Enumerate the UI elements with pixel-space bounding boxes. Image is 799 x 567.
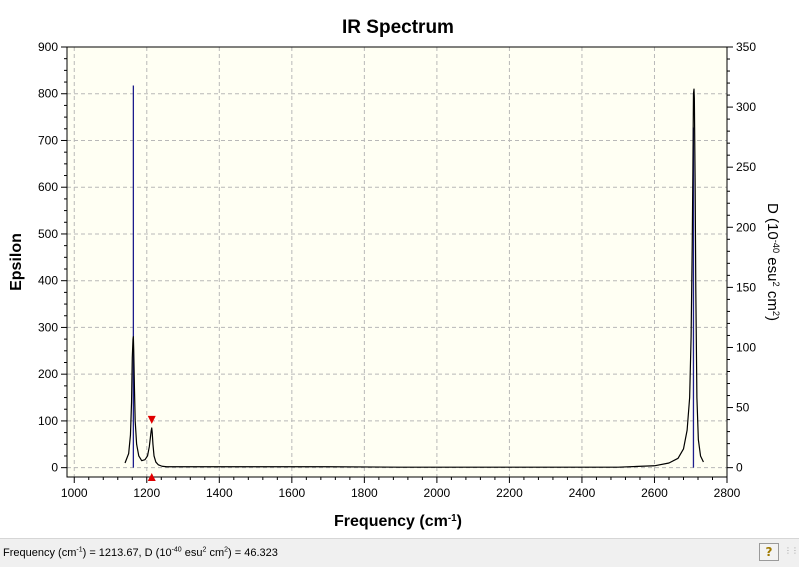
y-left-tick-label: 200: [38, 367, 58, 381]
x-tick-label: 2200: [496, 486, 523, 500]
y-left-tick-label: 100: [38, 414, 58, 428]
y-left-tick-label: 700: [38, 133, 58, 147]
x-axis-label: Frequency (cm-1): [334, 513, 462, 531]
x-tick-label: 1000: [61, 486, 88, 500]
resize-grip-icon[interactable]: ⋮⋮: [784, 546, 799, 555]
help-button[interactable]: ?: [759, 543, 779, 561]
y-right-tick-label: 300: [736, 100, 756, 114]
y-left-tick-label: 300: [38, 320, 58, 334]
x-tick-label: 2800: [714, 486, 741, 500]
spectrum-data[interactable]: [124, 85, 704, 481]
y-right-tick-label: 100: [736, 340, 756, 354]
axis-ticks: [61, 46, 733, 483]
y-left-tick-label: 800: [38, 87, 58, 101]
x-tick-label: 2600: [641, 486, 668, 500]
y-right-tick-label: 200: [736, 220, 756, 234]
y-right-tick-label: 150: [736, 280, 756, 294]
status-readout: Frequency (cm-1) = 1213.67, D (10-40 esu…: [3, 546, 278, 559]
x-tick-label: 1200: [133, 486, 160, 500]
y-right-tick-label: 250: [736, 160, 756, 174]
x-tick-label: 1600: [278, 486, 305, 500]
y-left-tick-label: 600: [38, 180, 58, 194]
y-right-tick-label: 0: [736, 461, 743, 475]
plot-border: [66, 46, 728, 478]
x-tick-label: 2400: [569, 486, 596, 500]
y-axis-left-label: Epsilon: [8, 233, 25, 291]
y-right-tick-label: 350: [736, 40, 756, 54]
spectrum-line[interactable]: [124, 88, 704, 468]
x-tick-label: 2000: [424, 486, 451, 500]
y-left-tick-label: 500: [38, 227, 58, 241]
y-right-tick-label: 50: [736, 401, 750, 415]
x-tick-label: 1400: [206, 486, 233, 500]
selection-marker-top[interactable]: [147, 415, 156, 424]
axis-tick-labels: 1000 1200 1400 1600 1800 2000 2200 2400 2600 2800…: [38, 40, 756, 500]
y-left-tick-label: 0: [51, 461, 58, 475]
help-icon: ?: [765, 545, 773, 559]
y-left-tick-label: 400: [38, 274, 58, 288]
chart-title: IR Spectrum: [342, 17, 454, 38]
y-axis-right-label: D (10-40 esu2 cm2): [764, 203, 781, 321]
selection-marker-bottom[interactable]: [147, 473, 156, 481]
ir-spectrum-chart[interactable]: IR Spectrum 1000 1200 1400 1600 1800 2000 2200…: [0, 0, 799, 538]
x-tick-label: 1800: [351, 486, 378, 500]
y-left-tick-label: 900: [38, 40, 58, 54]
plot-area[interactable]: [66, 46, 728, 478]
status-bar: Frequency (cm-1) = 1213.67, D (10-40 esu…: [0, 538, 799, 567]
